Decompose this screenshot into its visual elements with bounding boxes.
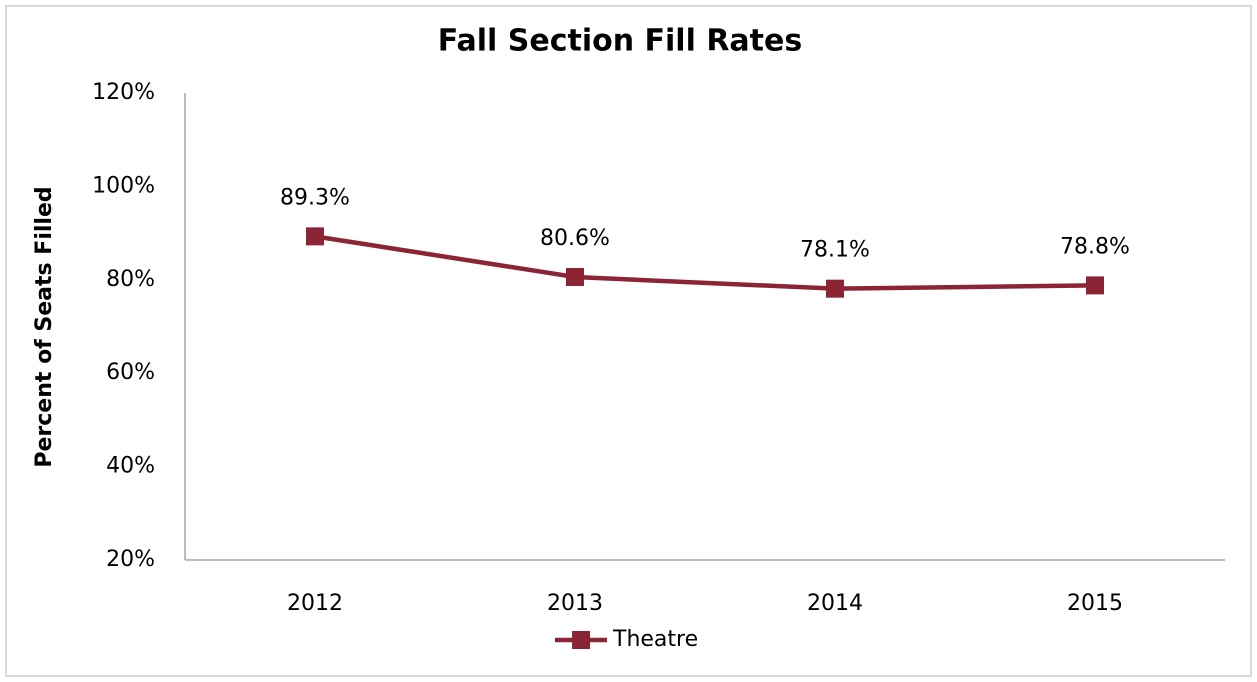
data-label: 80.6% [540,226,610,251]
x-tick-label: 2014 [807,591,863,616]
y-tick-label: 120% [92,80,155,105]
x-tick-label: 2015 [1067,591,1123,616]
x-tick-label: 2012 [287,591,343,616]
data-point [306,227,324,246]
data-point [566,267,584,286]
data-label: 78.1% [800,238,870,263]
data-label: 89.3% [280,185,350,210]
legend-label: Theatre [612,627,698,652]
chart-title: Fall Section Fill Rates [438,24,802,59]
y-tick-label: 60% [106,360,155,385]
chart-border [5,5,1252,677]
y-tick-label: 40% [106,454,155,479]
data-label: 78.8% [1060,234,1130,259]
y-tick-label: 80% [106,267,155,292]
series-line [314,234,1096,291]
legend-marker [572,631,590,649]
y-tick-label: 20% [106,547,155,572]
data-point [826,279,844,298]
x-tick-label: 2013 [547,591,603,616]
y-axis-label: Percent of Seats Filled [32,186,57,467]
data-point [1086,276,1104,295]
y-tick-label: 100% [92,173,155,198]
